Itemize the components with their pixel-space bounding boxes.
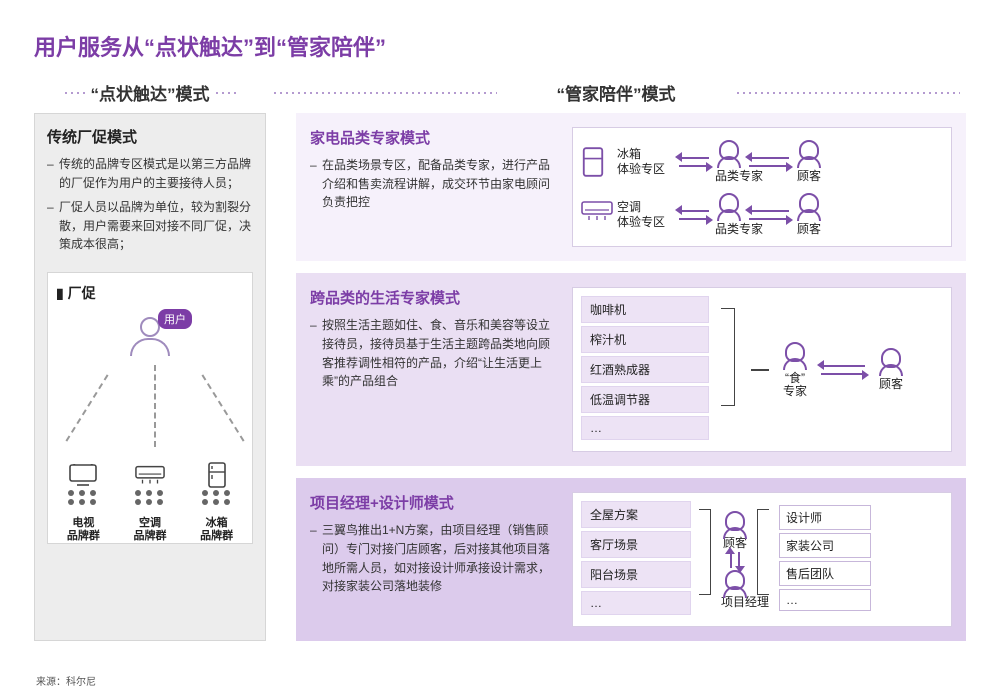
ac-icon <box>581 200 611 230</box>
mode-left-label: “点状触达”模式 <box>91 80 210 105</box>
brand-icons-row <box>48 464 252 505</box>
panel-bullets: 在品类场景专区，配备品类专家，进行产品介绍和售卖流程讲解，成交环节由家电顾问负责… <box>310 156 556 212</box>
panel-text: 家电品类专家模式 在品类场景专区，配备品类专家，进行产品介绍和售卖流程讲解，成交… <box>310 127 556 247</box>
brand-ac <box>120 464 180 505</box>
mode-header-right: “管家陪伴”模式 <box>503 80 728 105</box>
list-item: 阳台场景 <box>581 561 691 588</box>
list-item: 家装公司 <box>779 533 871 558</box>
list-item: 红酒熟成器 <box>581 356 709 383</box>
mode-right-label: “管家陪伴”模式 <box>556 80 675 105</box>
ac-icon <box>135 464 165 486</box>
bullet: 按照生活主题如住、食、音乐和美容等设立接待员，接待员基于生活主题跨品类地向顾客推… <box>310 316 556 390</box>
customer-icon: 顾客 <box>877 348 905 391</box>
connector-line-icon <box>751 369 769 371</box>
double-arrow-vert-icon <box>728 552 742 568</box>
double-arrow-icon <box>749 155 789 169</box>
panel-text: 项目经理+设计师模式 三翼鸟推出1+N方案，由项目经理（销售顾问）专门对接门店顾… <box>310 492 556 627</box>
bracket-icon <box>757 501 771 618</box>
dashed-line-icon <box>154 365 156 447</box>
right-column: 家电品类专家模式 在品类场景专区，配备品类专家，进行产品介绍和售卖流程讲解，成交… <box>296 113 966 641</box>
panel-pm-designer: 项目经理+设计师模式 三翼鸟推出1+N方案，由项目经理（销售顾问）专门对接门店顾… <box>296 478 966 641</box>
list-item: 低温调节器 <box>581 386 709 413</box>
list-item: 售后团队 <box>779 561 871 586</box>
brand-labels-row: 电视 品牌群 空调 品牌群 冰箱 品牌群 <box>48 517 252 543</box>
panel-title: 家电品类专家模式 <box>310 127 556 148</box>
left-panel-title: 传统厂促模式 <box>47 126 253 147</box>
panel-title: 跨品类的生活专家模式 <box>310 287 556 308</box>
scheme-list: 全屋方案 客厅场景 阳台场景 … <box>581 501 691 618</box>
panel-title: 项目经理+设计师模式 <box>310 492 556 513</box>
list-item: 设计师 <box>779 505 871 530</box>
fridge-icon <box>581 147 611 177</box>
dots-icon <box>735 92 960 94</box>
double-arrow-icon <box>679 155 709 169</box>
panel-diagram: 咖啡机 榨汁机 红酒熟成器 低温调节器 … “食” 专家 顾客 <box>572 287 952 452</box>
double-arrow-icon <box>679 208 709 222</box>
list-item: 咖啡机 <box>581 296 709 323</box>
panel-bullets: 按照生活主题如住、食、音乐和美容等设立接待员，接待员基于生活主题跨品类地向顾客推… <box>310 316 556 390</box>
people-column: 顾客 项目经理 <box>721 511 749 609</box>
flow-row: 空调 体验专区 品类专家 顾客 <box>581 193 943 236</box>
tv-icon <box>68 464 98 486</box>
panel-diagram: 全屋方案 客厅场景 阳台场景 … 顾客 项目经理 设计师 <box>572 492 952 627</box>
bullet: 厂促人员以品牌为单位，较为割裂分散，用户需要来回对接不同厂促，决策成本很高； <box>47 198 253 254</box>
zone-label: 空调 体验专区 <box>617 200 673 229</box>
vendor-list: 设计师 家装公司 售后团队 … <box>779 505 871 614</box>
brand-fridge <box>187 464 247 505</box>
panel-diagram: 冰箱 体验专区 品类专家 顾客 空调 体验专区 品类专家 顾客 <box>572 127 952 247</box>
bullet: 传统的品牌专区模式是以第三方品牌的厂促作为用户的主要接待人员； <box>47 155 253 192</box>
expert-icon: 品类专家 <box>715 193 743 236</box>
customer-icon: 顾客 <box>795 140 823 183</box>
panel-life-expert: 跨品类的生活专家模式 按照生活主题如住、食、音乐和美容等设立接待员，接待员基于生… <box>296 273 966 466</box>
left-panel: 传统厂促模式 传统的品牌专区模式是以第三方品牌的厂促作为用户的主要接待人员； 厂… <box>34 113 266 641</box>
brand-label: 冰箱 品牌群 <box>200 517 233 543</box>
flow-row: 冰箱 体验专区 品类专家 顾客 <box>581 140 943 183</box>
modes-header-row: “点状触达”模式 “管家陪伴”模式 <box>34 80 966 105</box>
list-item: 客厅场景 <box>581 531 691 558</box>
double-arrow-icon <box>749 208 789 222</box>
left-diagram: ▮ 厂促 用户 <box>47 272 253 544</box>
fridge-icon <box>202 464 232 486</box>
user-tag: 用户 <box>158 309 192 329</box>
list-item: 全屋方案 <box>581 501 691 528</box>
bracket-icon <box>721 296 739 443</box>
dashed-line-icon <box>201 374 244 441</box>
list-item: … <box>779 589 871 611</box>
dashed-line-icon <box>65 374 108 441</box>
panel-text: 跨品类的生活专家模式 按照生活主题如住、食、音乐和美容等设立接待员，接待员基于生… <box>310 287 556 452</box>
dots-icon <box>272 92 497 94</box>
diagram-corner-label: ▮ 厂促 <box>56 283 244 303</box>
pm-icon: 项目经理 <box>721 570 749 609</box>
brand-tv <box>53 464 113 505</box>
dots-icon <box>63 92 87 94</box>
panel-bullets: 三翼鸟推出1+N方案，由项目经理（销售顾问）专门对接门店顾客，后对接其他项目落地… <box>310 521 556 595</box>
brand-label: 电视 品牌群 <box>67 517 100 543</box>
panel-category-expert: 家电品类专家模式 在品类场景专区，配备品类专家，进行产品介绍和售卖流程讲解，成交… <box>296 113 966 261</box>
bullet: 在品类场景专区，配备品类专家，进行产品介绍和售卖流程讲解，成交环节由家电顾问负责… <box>310 156 556 212</box>
double-arrow-icon <box>821 363 865 377</box>
bullet: 三翼鸟推出1+N方案，由项目经理（销售顾问）专门对接门店顾客，后对接其他项目落地… <box>310 521 556 595</box>
expert-icon: 品类专家 <box>715 140 743 183</box>
expert-icon: “食” 专家 <box>781 342 809 398</box>
list-item: 榨汁机 <box>581 326 709 353</box>
left-bullets: 传统的品牌专区模式是以第三方品牌的厂促作为用户的主要接待人员； 厂促人员以品牌为… <box>47 155 253 254</box>
dots-icon <box>214 92 238 94</box>
list-item: … <box>581 591 691 615</box>
zone-label: 冰箱 体验专区 <box>617 147 673 176</box>
mode-header-left: “点状触达”模式 <box>34 80 266 105</box>
customer-icon: 顾客 <box>795 193 823 236</box>
brand-label: 空调 品牌群 <box>133 517 166 543</box>
product-list: 咖啡机 榨汁机 红酒熟成器 低温调节器 … <box>581 296 709 443</box>
page-title: 用户服务从“点状触达”到“管家陪伴” <box>34 30 966 62</box>
customer-icon: 顾客 <box>721 511 749 550</box>
source-label: 来源：科尔尼 <box>36 673 96 688</box>
columns: 传统厂促模式 传统的品牌专区模式是以第三方品牌的厂促作为用户的主要接待人员； 厂… <box>34 113 966 641</box>
list-item: … <box>581 416 709 440</box>
bracket-icon <box>699 501 713 618</box>
